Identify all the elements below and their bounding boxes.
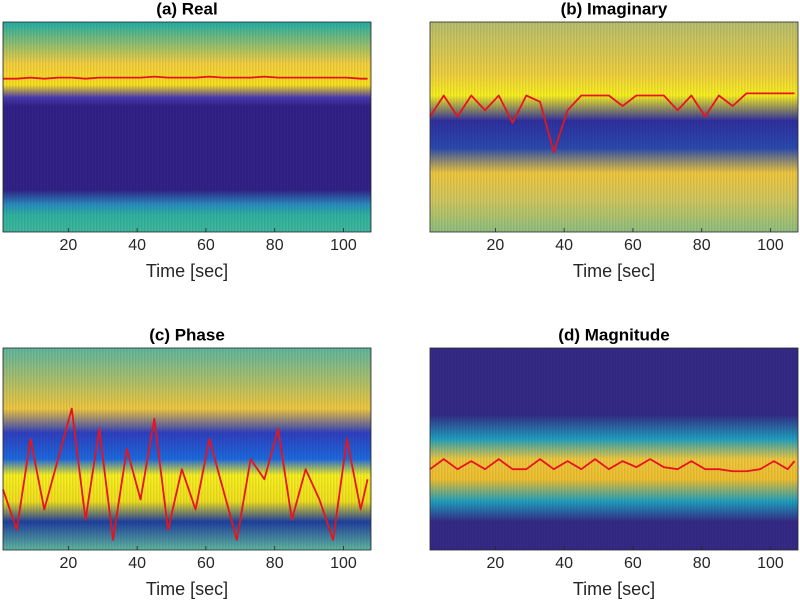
x-tick-label: 60 <box>624 555 642 572</box>
chart-title: (c) Phase <box>149 325 225 344</box>
x-axis-label: Time [sec] <box>146 579 228 599</box>
x-tick-label: 80 <box>693 555 711 572</box>
chart-title: (b) Imaginary <box>561 0 668 18</box>
x-axis-label: Time [sec] <box>573 261 655 281</box>
data-line <box>429 458 796 473</box>
heatmap-texture <box>3 348 371 550</box>
x-tick-label: 60 <box>197 237 215 254</box>
axes-box <box>429 347 799 551</box>
heatmap-texture <box>3 22 371 232</box>
axes-box <box>2 347 372 551</box>
x-tick-label: 60 <box>197 555 215 572</box>
heatmap-texture <box>430 348 798 550</box>
x-tick-label: 60 <box>624 237 642 254</box>
x-tick-label: 20 <box>486 237 504 254</box>
heatmap-texture <box>430 22 798 232</box>
chart-title: (d) Magnitude <box>558 325 669 344</box>
x-tick-label: 100 <box>757 237 784 254</box>
x-tick-label: 20 <box>486 555 504 572</box>
data-line <box>2 407 369 541</box>
x-tick-label: 40 <box>555 237 573 254</box>
x-tick-label: 20 <box>59 555 77 572</box>
axes-box <box>429 21 799 233</box>
chart-title: (a) Real <box>156 0 217 18</box>
data-line <box>3 75 368 80</box>
axes-box <box>2 21 372 233</box>
x-axis-label: Time [sec] <box>573 579 655 599</box>
x-tick-label: 40 <box>128 555 146 572</box>
x-tick-label: 20 <box>59 237 77 254</box>
x-tick-label: 40 <box>128 237 146 254</box>
x-tick-label: 100 <box>757 555 784 572</box>
x-tick-label: 40 <box>555 555 573 572</box>
x-tick-label: 100 <box>330 237 357 254</box>
x-tick-label: 100 <box>330 555 357 572</box>
x-axis-label: Time [sec] <box>146 261 228 281</box>
x-tick-label: 80 <box>266 237 284 254</box>
x-tick-label: 80 <box>266 555 284 572</box>
x-tick-label: 80 <box>693 237 711 254</box>
data-line <box>429 92 795 154</box>
